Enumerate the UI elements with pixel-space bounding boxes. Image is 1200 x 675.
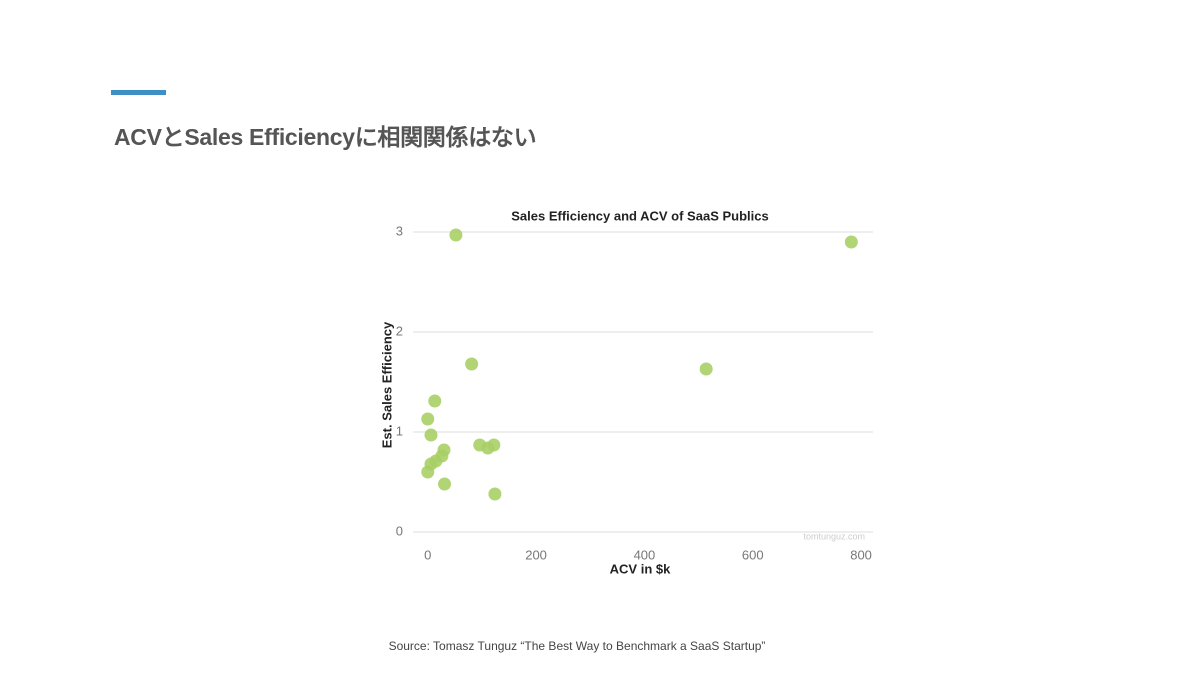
x-tick-label: 0 [424, 547, 431, 562]
x-axis-label: ACV in $k [610, 561, 671, 576]
data-point [424, 428, 438, 442]
chart-title: Sales Efficiency and ACV of SaaS Publics [511, 208, 768, 223]
x-tick-label: 200 [525, 547, 547, 562]
data-point [699, 362, 713, 376]
y-tick-label: 2 [396, 323, 403, 338]
data-point [421, 412, 435, 426]
data-point [488, 487, 502, 501]
data-point [465, 357, 479, 371]
x-tick-label: 600 [742, 547, 764, 562]
y-tick-label: 0 [396, 523, 403, 538]
x-tick-label: 800 [850, 547, 872, 562]
data-point [438, 477, 452, 491]
data-point [428, 394, 442, 408]
x-tick-label: 400 [634, 547, 656, 562]
y-tick-label: 3 [396, 223, 403, 238]
data-point [844, 235, 858, 249]
data-point [421, 465, 435, 479]
source-note: Source: Tomasz Tunguz “The Best Way to B… [388, 639, 766, 653]
y-tick-label: 1 [396, 423, 403, 438]
data-point [487, 438, 501, 452]
watermark: tomtunguz.com [803, 531, 865, 541]
accent-bar [111, 90, 166, 95]
data-point [449, 228, 463, 242]
y-axis-label: Est. Sales Efficiency [379, 321, 394, 448]
slide-title: ACVとSales Efficiencyに相関関係はない [114, 124, 537, 150]
